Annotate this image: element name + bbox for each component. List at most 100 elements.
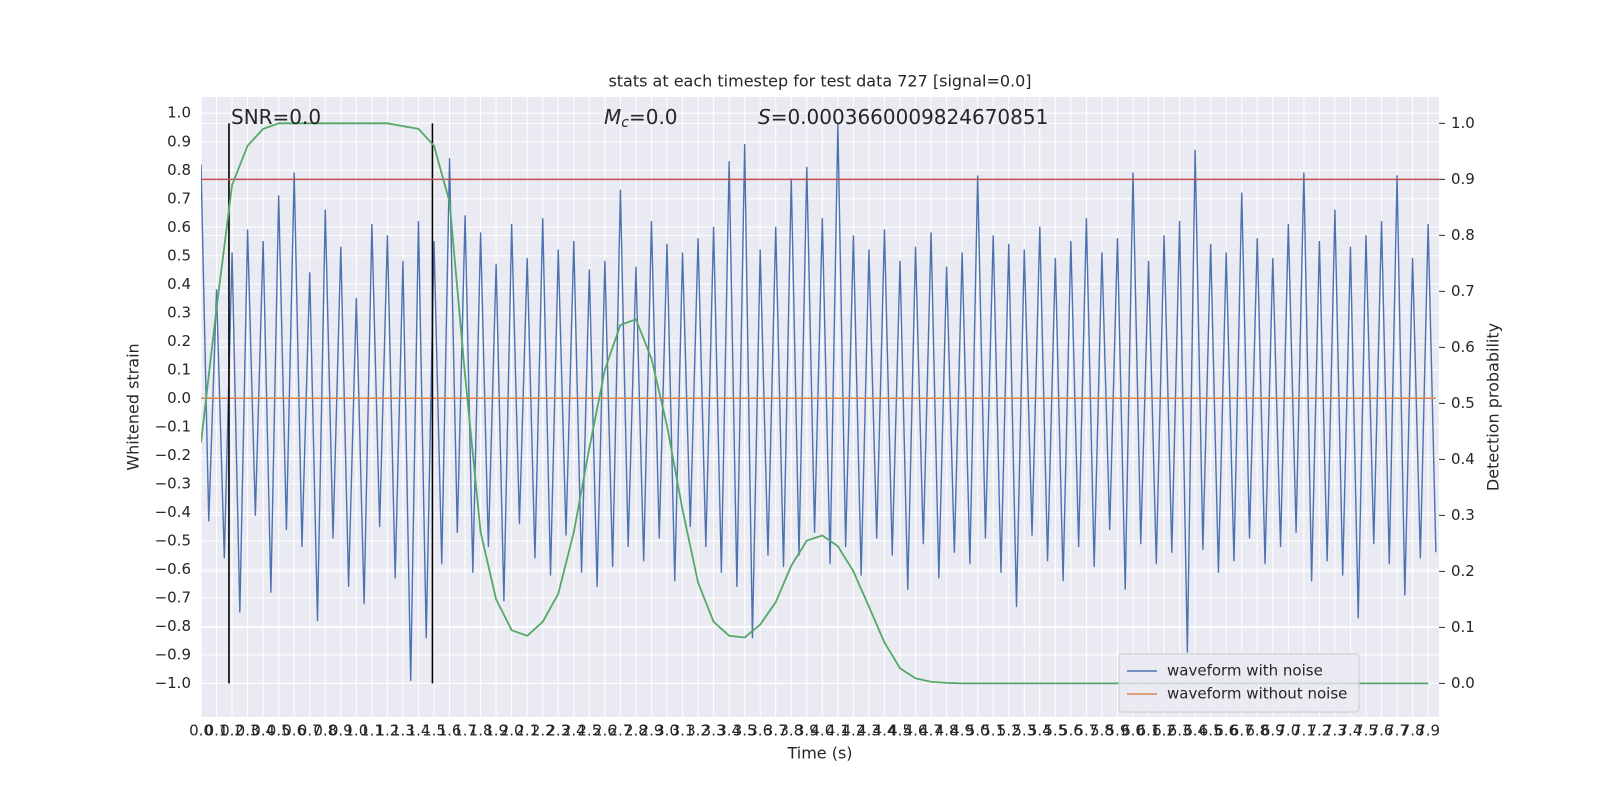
x-tick-label: 2.0 bbox=[500, 722, 524, 740]
annotation-text: =0.0 bbox=[629, 105, 678, 129]
x-tick-label: 2.2 bbox=[531, 722, 555, 740]
x-tick-label: 6.4 bbox=[1183, 722, 1207, 740]
x-tick-label: 2.7 bbox=[608, 722, 632, 740]
x-tick-label: 4.8 bbox=[935, 722, 959, 740]
x-tick-label: 3.3 bbox=[702, 722, 726, 740]
x-tick-label: 7.0 bbox=[1276, 722, 1300, 740]
x-tick-label: 4.4 bbox=[873, 722, 897, 740]
x-tick-label: 2.6 bbox=[593, 722, 617, 740]
legend-label: waveform with noise bbox=[1167, 662, 1323, 680]
x-tick-label: 2.4 bbox=[562, 722, 586, 740]
y2-axis-label: Detection probability bbox=[1484, 323, 1503, 491]
x-tick-label: 6.9 bbox=[1261, 722, 1285, 740]
y2-tick-label: 0.1 bbox=[1451, 618, 1475, 636]
x-tick-label: 6.3 bbox=[1168, 722, 1192, 740]
x-tick-label: 7.2 bbox=[1307, 722, 1331, 740]
x-tick-label: 6.0 bbox=[1121, 722, 1145, 740]
y-tick-label: −0.7 bbox=[155, 588, 191, 606]
y2-tick-label: 1.0 bbox=[1451, 114, 1475, 132]
legend-box bbox=[1118, 653, 1360, 713]
annotation-subscript: c bbox=[621, 115, 629, 131]
x-tick-label: 7.9 bbox=[1416, 722, 1440, 740]
y2-tick-label: 0.6 bbox=[1451, 338, 1475, 356]
y-tick-label: 0.6 bbox=[167, 218, 191, 236]
x-tick-label: 0.6 bbox=[282, 722, 306, 740]
x-tick-label: 5.2 bbox=[997, 722, 1021, 740]
y-tick-label: −0.6 bbox=[155, 560, 191, 578]
x-tick-label: 5.8 bbox=[1090, 722, 1114, 740]
annotation-symbol: S bbox=[758, 105, 771, 129]
y2-tick-label: 0.7 bbox=[1451, 282, 1475, 300]
x-tick-label: 6.5 bbox=[1199, 722, 1223, 740]
y-tick-label: 0.5 bbox=[167, 246, 191, 264]
x-tick-label: 1.8 bbox=[469, 722, 493, 740]
x-tick-label: 7.8 bbox=[1401, 722, 1425, 740]
x-tick-label: 3.1 bbox=[671, 722, 695, 740]
x-tick-label: 3.7 bbox=[764, 722, 788, 740]
x-tick-label: 0.3 bbox=[236, 722, 260, 740]
x-tick-label: 5.4 bbox=[1028, 722, 1052, 740]
chart-title: stats at each timestep for test data 727… bbox=[608, 72, 1031, 91]
x-tick-label: 7.6 bbox=[1370, 722, 1394, 740]
grid bbox=[200, 97, 1439, 717]
x-tick-label: 6.7 bbox=[1230, 722, 1254, 740]
x-tick-label: 0.5 bbox=[267, 722, 291, 740]
annotation: S=0.0003660009824670851 bbox=[758, 105, 1048, 129]
x-tick-label: 1.0 bbox=[344, 722, 368, 740]
legend-label: waveform without noise bbox=[1167, 685, 1347, 703]
x-tick-label: 0.1 bbox=[205, 722, 229, 740]
y2-tick-label: 0.4 bbox=[1451, 450, 1475, 468]
x-tick-label: 1.3 bbox=[391, 722, 415, 740]
x-axis-label: Time (s) bbox=[786, 744, 852, 763]
y2-tick-label: 0.9 bbox=[1451, 170, 1475, 188]
annotation-symbol: M bbox=[604, 105, 621, 129]
x-tick-label: 7.3 bbox=[1323, 722, 1347, 740]
x-tick-label: 4.5 bbox=[888, 722, 912, 740]
x-tick-label: 3.0 bbox=[655, 722, 679, 740]
x-tick-label: 6.2 bbox=[1152, 722, 1176, 740]
x-tick-label: 3.6 bbox=[748, 722, 772, 740]
x-tick-label: 5.0 bbox=[966, 722, 990, 740]
plot-area bbox=[201, 97, 1439, 717]
annotation-text: SNR=0.0 bbox=[231, 105, 321, 129]
x-tick-label: 1.7 bbox=[453, 722, 477, 740]
y-tick-label: 0.7 bbox=[167, 189, 191, 207]
x-tick-label: 2.1 bbox=[515, 722, 539, 740]
x-tick-label: 3.2 bbox=[686, 722, 710, 740]
x-tick-label: 2.8 bbox=[624, 722, 648, 740]
x-tick-label: 1.1 bbox=[360, 722, 384, 740]
x-tick-label: 5.1 bbox=[981, 722, 1005, 740]
x-tick-label: 7.5 bbox=[1354, 722, 1378, 740]
y-tick-label: −0.2 bbox=[155, 446, 191, 464]
y-tick-label: 0.2 bbox=[167, 332, 191, 350]
marks bbox=[201, 122, 1439, 685]
y-tick-label: 0.0 bbox=[167, 389, 191, 407]
x-tick-label: 0.9 bbox=[329, 722, 353, 740]
x-tick-label: 0.4 bbox=[251, 722, 275, 740]
y-tick-label: 0.4 bbox=[167, 275, 191, 293]
x-tick-label: 6.8 bbox=[1245, 722, 1269, 740]
x-tick-label: 0.2 bbox=[220, 722, 244, 740]
x-tick-label: 3.9 bbox=[795, 722, 819, 740]
x-tick-label: 1.6 bbox=[438, 722, 462, 740]
y-tick-label: 0.8 bbox=[167, 161, 191, 179]
x-tick-label: 1.4 bbox=[407, 722, 431, 740]
x-tick-label: 5.3 bbox=[1012, 722, 1036, 740]
x-tick-label: 3.8 bbox=[779, 722, 803, 740]
y-tick-label: −0.1 bbox=[155, 417, 191, 435]
x-tick-label: 1.2 bbox=[375, 722, 399, 740]
x-tick-label: 1.5 bbox=[422, 722, 446, 740]
y-tick-label: 0.3 bbox=[167, 303, 191, 321]
x-tick-label: 1.9 bbox=[484, 722, 508, 740]
annotation: Mc=0.0 bbox=[604, 105, 678, 132]
x-tick-label: 5.6 bbox=[1059, 722, 1083, 740]
x-tick-label: 7.1 bbox=[1292, 722, 1316, 740]
y-tick-label: −0.9 bbox=[155, 645, 191, 663]
y-tick-label: −0.5 bbox=[155, 531, 191, 549]
y-axis-label: Whitened strain bbox=[124, 343, 143, 470]
x-tick-label: 4.6 bbox=[904, 722, 928, 740]
y2-tick-label: 0.3 bbox=[1451, 506, 1475, 524]
x-tick-label: 4.3 bbox=[857, 722, 881, 740]
x-tick-label: 0.7 bbox=[298, 722, 322, 740]
